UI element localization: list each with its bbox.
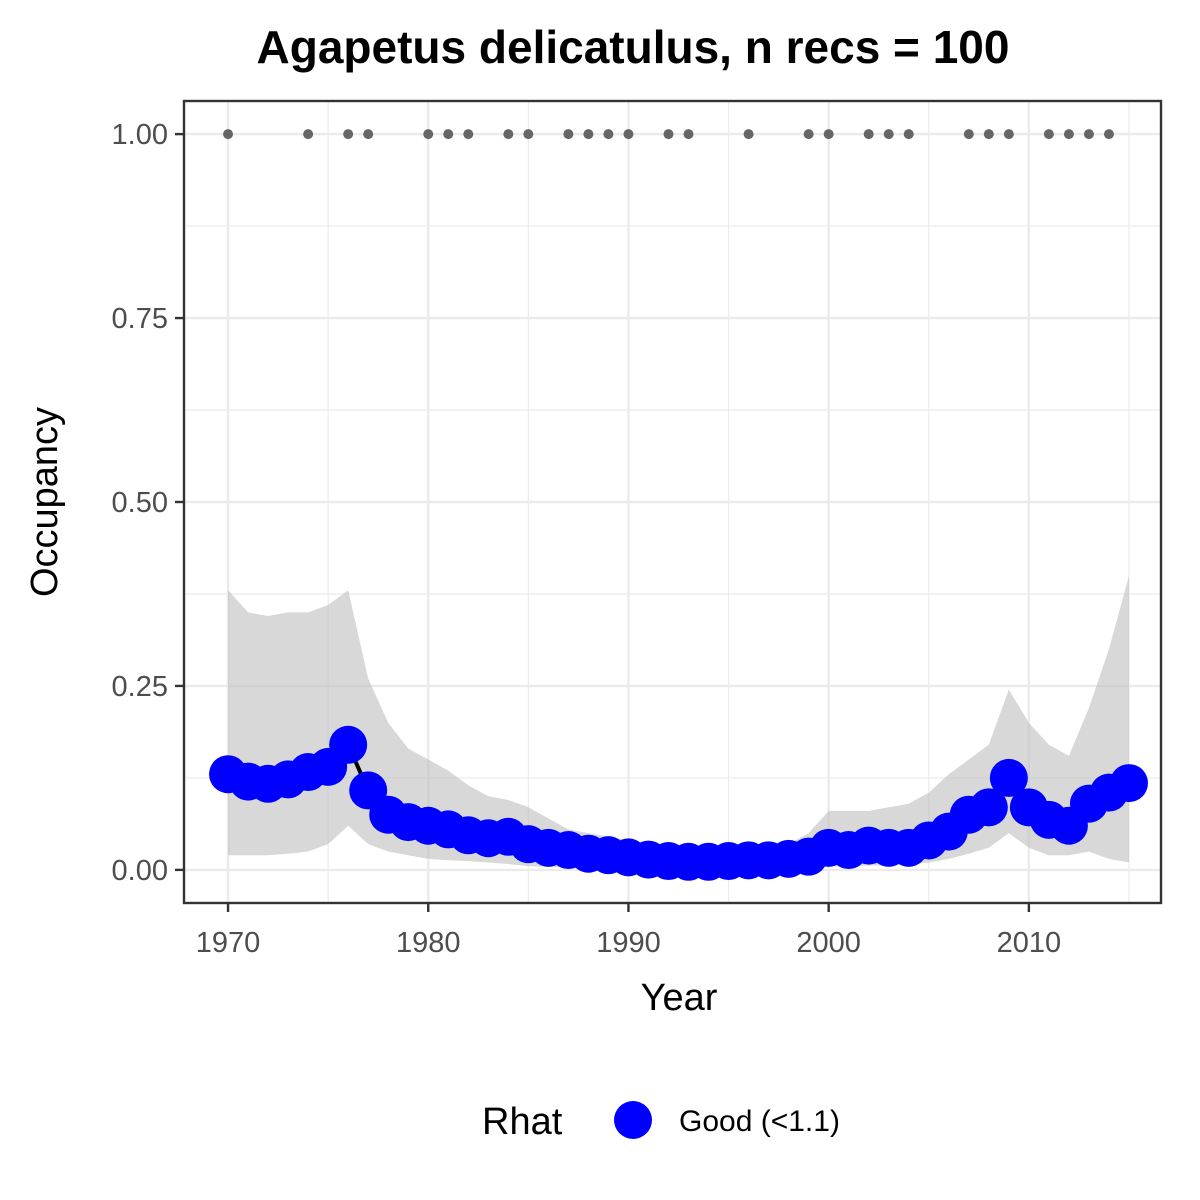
plot-panel <box>182 99 1163 905</box>
record-point <box>623 129 634 140</box>
y-tick-label: 0.50 <box>112 487 168 519</box>
record-point <box>443 129 454 140</box>
record-point <box>1003 129 1014 140</box>
record-point <box>303 129 314 140</box>
record-point <box>503 129 514 140</box>
x-axis: 1970 1980 1990 2000 2010 <box>196 903 1061 959</box>
y-tick-label: 1.00 <box>112 119 168 151</box>
record-point <box>963 129 974 140</box>
record-point <box>903 129 914 140</box>
legend-label-good: Good (<1.1) <box>679 1105 840 1138</box>
credible-interval-ribbon <box>228 575 1129 870</box>
record-point <box>863 129 874 140</box>
occupancy-point <box>1109 764 1148 803</box>
x-tick-label: 1970 <box>196 927 261 959</box>
record-points <box>223 129 1114 140</box>
x-tick-label: 1990 <box>596 927 661 959</box>
x-tick-label: 2000 <box>796 927 861 959</box>
occupancy-point <box>989 758 1028 797</box>
y-tick-label: 0.25 <box>112 671 168 703</box>
occupancy-point <box>969 788 1008 827</box>
record-point <box>1043 129 1054 140</box>
record-point <box>683 129 694 140</box>
occupancy-points <box>209 725 1148 881</box>
record-point <box>463 129 474 140</box>
record-point <box>663 129 674 140</box>
record-point <box>743 129 754 140</box>
record-point <box>1063 129 1074 140</box>
record-point <box>883 129 894 140</box>
x-tick-label: 2010 <box>997 927 1062 959</box>
x-tick-label: 1980 <box>396 927 461 959</box>
record-point <box>563 129 574 140</box>
record-point <box>803 129 814 140</box>
record-point <box>223 129 234 140</box>
y-tick-label: 0.00 <box>112 855 168 887</box>
occupancy-point <box>329 725 368 764</box>
record-point <box>1103 129 1114 140</box>
chart-title: Agapetus delicatulus, n recs = 100 <box>257 21 1010 73</box>
record-point <box>583 129 594 140</box>
record-point <box>603 129 614 140</box>
record-point <box>823 129 834 140</box>
y-axis-title: Occupancy <box>24 407 66 597</box>
record-point <box>363 129 374 140</box>
legend: Rhat Good (<1.1) <box>482 1101 840 1143</box>
record-point <box>343 129 354 140</box>
record-point <box>423 129 434 140</box>
legend-key-good <box>614 1101 652 1139</box>
y-tick-label: 0.75 <box>112 303 168 335</box>
legend-title: Rhat <box>482 1101 563 1143</box>
record-point <box>523 129 534 140</box>
record-point <box>983 129 994 140</box>
y-axis: 0.00 0.25 0.50 0.75 1.00 <box>112 119 184 887</box>
record-point <box>1083 129 1094 140</box>
x-axis-title: Year <box>641 977 718 1019</box>
